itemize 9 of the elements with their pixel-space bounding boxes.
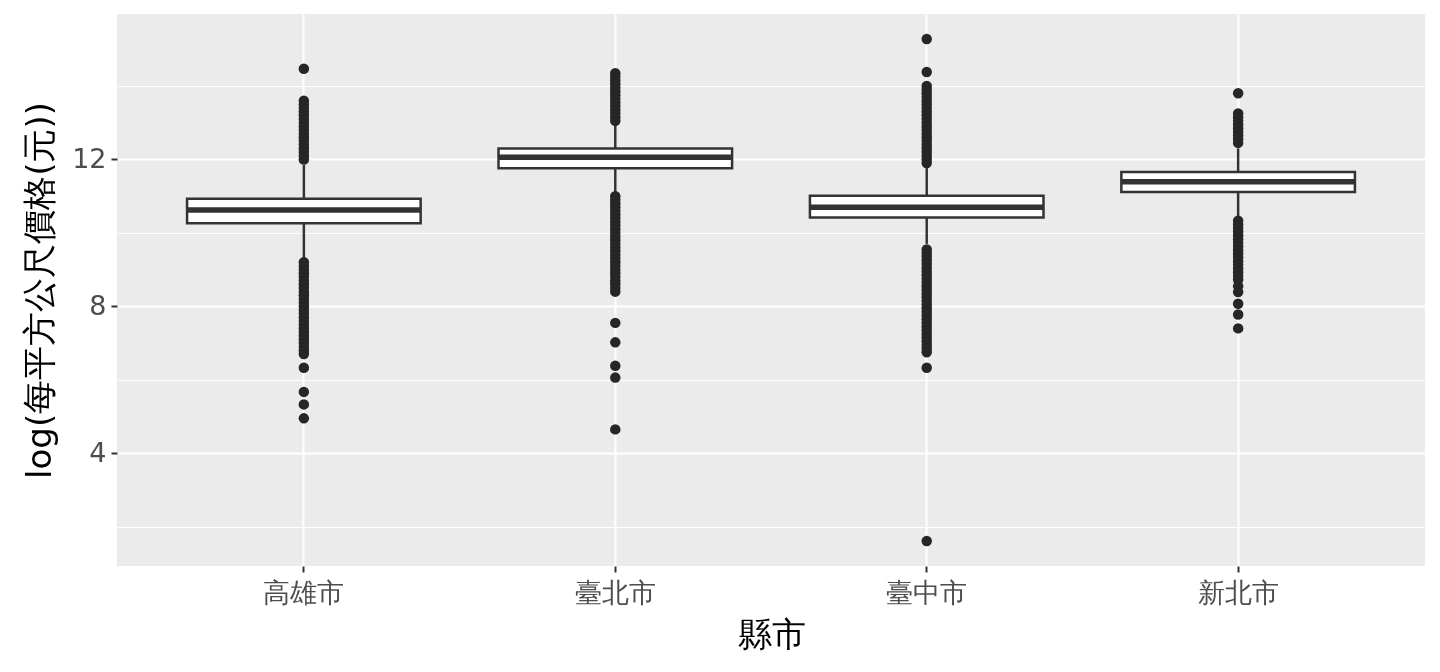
x-tick-label: 高雄市 [263,576,345,608]
x-tick-label: 新北市 [1197,576,1279,608]
x-tick-label: 臺中市 [886,576,968,608]
y-axis-title: log(每平方公尺價格(元)) [19,102,60,479]
y-tick-label: 12 [72,142,107,174]
y-tick-label: 4 [89,436,107,468]
x-tick-label: 臺北市 [574,576,656,608]
x-axis-title: 縣市 [737,613,806,654]
y-tick-label: 8 [89,289,107,321]
